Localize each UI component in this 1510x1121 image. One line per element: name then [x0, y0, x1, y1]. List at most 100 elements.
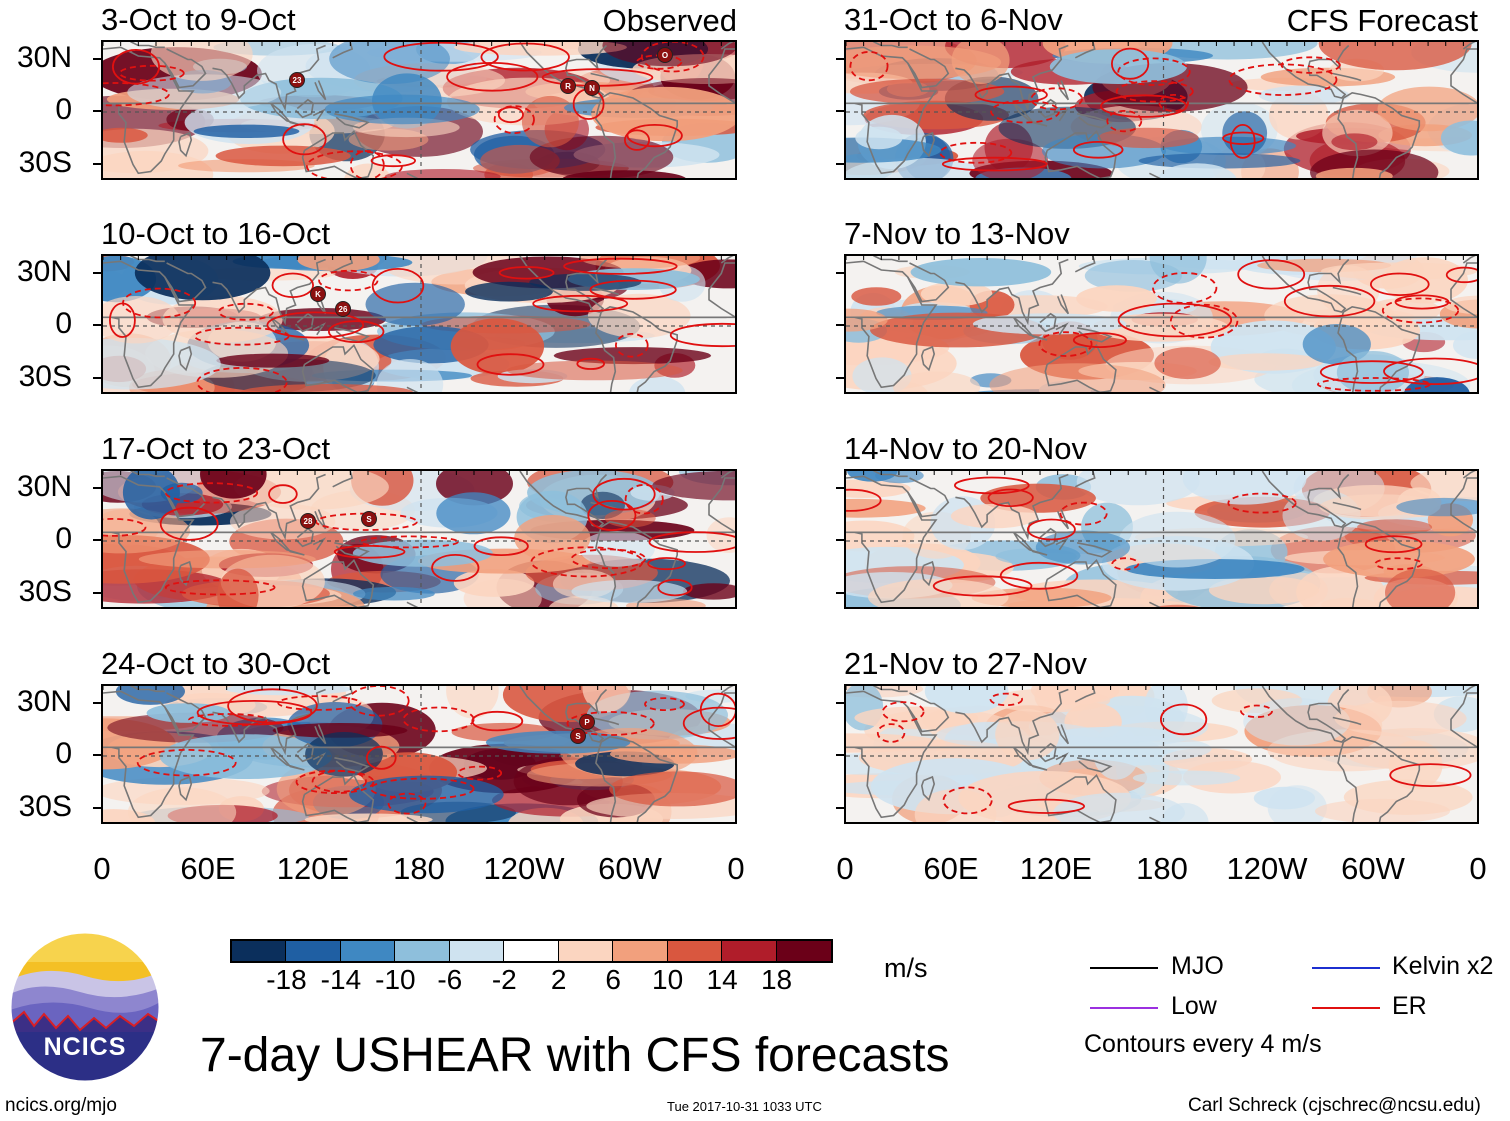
shear-anomaly-blob	[529, 273, 642, 291]
coastline	[1012, 316, 1048, 341]
coastline	[872, 686, 1476, 694]
coastline	[1342, 305, 1421, 392]
coastline	[295, 742, 315, 763]
shear-anomaly-blob	[1336, 351, 1409, 392]
shear-anomaly-blob	[1157, 163, 1237, 178]
coastline	[600, 520, 679, 607]
shear-anomaly-blob	[868, 578, 1009, 607]
coastline	[1012, 102, 1048, 127]
coastline	[1055, 752, 1069, 766]
colorbar-swatch	[395, 941, 450, 961]
coastline	[1149, 816, 1161, 822]
coastline	[334, 757, 370, 773]
shear-anomaly-blob	[200, 471, 267, 499]
er-contour	[402, 706, 475, 733]
shear-anomaly-blob	[579, 531, 655, 567]
er-contour	[371, 268, 425, 304]
shear-anomaly-blob	[272, 723, 408, 738]
shear-anomaly-blob	[910, 258, 1052, 287]
footer-url[interactable]: ncics.org/mjo	[5, 1095, 117, 1116]
coastline	[1074, 256, 1096, 273]
coastline	[1149, 386, 1161, 392]
lon-label-60w: 60W	[598, 851, 662, 886]
coastline	[103, 260, 727, 389]
shear-anomaly-blob	[446, 686, 499, 719]
coastline	[1056, 509, 1070, 530]
shear-anomaly-blob	[1138, 153, 1301, 169]
coastline	[872, 256, 1476, 264]
coastline	[846, 690, 1469, 819]
lat-label-0: 0	[55, 307, 72, 340]
shear-anomaly-blob	[629, 376, 686, 392]
er-contour	[566, 711, 655, 736]
observed-panel-1-map	[101, 40, 737, 180]
lon-label-360: 0	[727, 851, 745, 886]
coastline	[164, 692, 207, 733]
shear-anomaly-blob	[591, 86, 735, 142]
er-contour	[592, 477, 656, 511]
lon-label-0: 0	[836, 851, 854, 886]
shear-anomaly-blob	[609, 771, 735, 807]
er-contour	[1383, 357, 1477, 385]
observed-panel-1-field	[103, 42, 735, 178]
shear-anomaly-blob	[514, 515, 591, 561]
er-contour	[644, 697, 685, 712]
er-contour	[1445, 266, 1477, 284]
coastline	[406, 816, 419, 822]
er-contour	[365, 745, 397, 770]
er-contour	[682, 706, 735, 740]
forecast-panel-4-period: 21-Nov to 27-Nov	[844, 646, 1087, 681]
shear-anomaly-blob	[562, 170, 686, 178]
er-contour	[624, 129, 651, 151]
coastline	[164, 262, 207, 303]
shear-anomaly-blob	[150, 42, 253, 81]
shear-anomaly-blob	[127, 787, 237, 822]
footer-author: Carl Schreck (cjschrec@ncsu.edu)	[1188, 1095, 1481, 1116]
er-contour	[1158, 94, 1189, 113]
coastline	[178, 560, 193, 587]
coastline	[332, 256, 354, 273]
er-contour	[1228, 63, 1338, 96]
er-contour	[446, 61, 539, 92]
coastline	[1332, 501, 1362, 511]
coastline	[129, 471, 734, 479]
shear-anomaly-blob	[376, 359, 444, 392]
coastline	[103, 690, 727, 819]
er-contour	[318, 269, 379, 292]
coastline	[301, 773, 375, 822]
er-contour	[1152, 272, 1218, 304]
forecast-panel-1-map	[844, 40, 1479, 180]
coastline	[920, 560, 936, 587]
shear-anomaly-blob	[972, 313, 1127, 335]
coastline	[1149, 172, 1161, 178]
shear-anomaly-blob	[529, 135, 674, 178]
er-contour	[136, 748, 237, 777]
coastline	[920, 775, 936, 802]
er-contour	[532, 294, 629, 313]
lat-label-30s: 30S	[18, 574, 72, 608]
shear-anomaly-blob	[1208, 576, 1320, 605]
shear-anomaly-blob	[855, 126, 903, 150]
colorbar-swatch	[232, 941, 287, 961]
coastline	[1076, 113, 1113, 129]
shear-anomaly-blob	[893, 371, 981, 392]
shear-anomaly-blob	[1132, 770, 1241, 786]
colorbar-label: -14	[320, 964, 362, 995]
shear-anomaly-blob	[465, 281, 553, 302]
coastline	[103, 48, 735, 105]
storm-marker: O	[657, 47, 673, 63]
colorbar-swatch	[613, 941, 668, 961]
coastline	[212, 473, 326, 541]
er-contour	[122, 287, 197, 319]
coastline	[295, 527, 315, 548]
observed-panel-3-period: 17-Oct to 23-Oct	[101, 431, 331, 466]
coastline	[212, 688, 326, 756]
coastline	[212, 258, 326, 326]
colorbar-label: -10	[375, 964, 416, 995]
er-contour	[111, 48, 161, 85]
coastline	[406, 386, 419, 392]
coastline	[1055, 537, 1069, 551]
er-contour	[1227, 492, 1297, 514]
lon-label-60e: 60E	[923, 851, 979, 886]
legend-low-label: Low	[1171, 992, 1217, 1020]
